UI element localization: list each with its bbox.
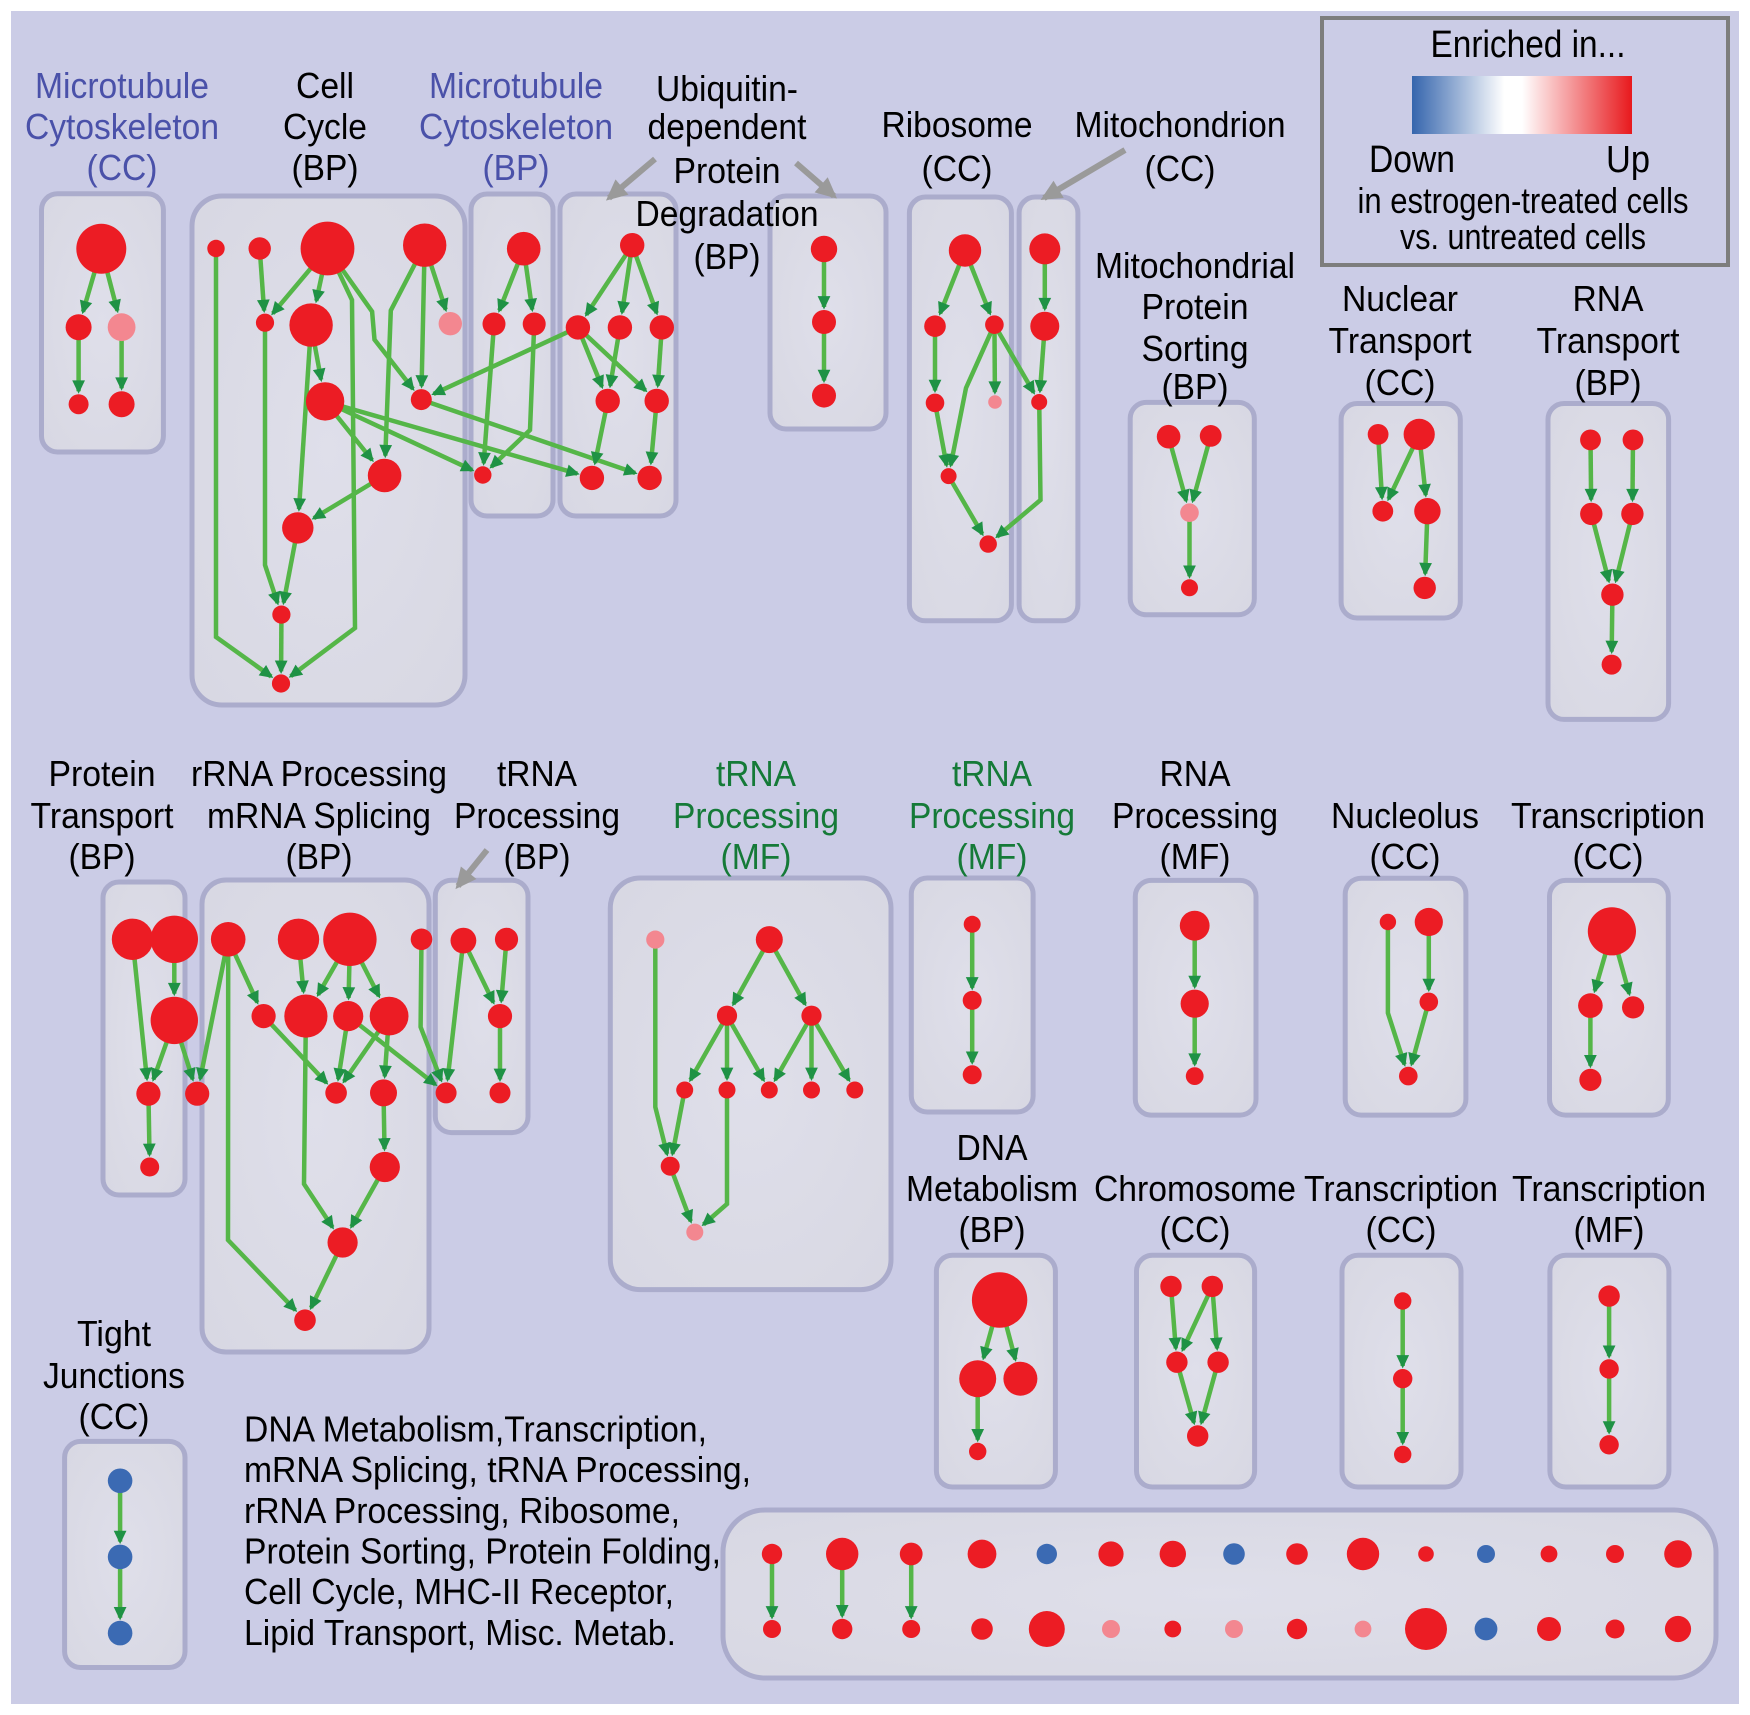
svg-text:(CC): (CC) xyxy=(1365,362,1436,403)
svg-text:(CC): (CC) xyxy=(79,1396,150,1437)
svg-text:Protein: Protein xyxy=(1142,286,1249,327)
svg-text:(BP): (BP) xyxy=(959,1209,1026,1250)
svg-text:Lipid Transport, Misc. Metab.: Lipid Transport, Misc. Metab. xyxy=(244,1612,676,1653)
svg-text:Ubiquitin-: Ubiquitin- xyxy=(656,68,798,109)
svg-text:DNA Metabolism,Transcription,: DNA Metabolism,Transcription, xyxy=(244,1408,707,1449)
svg-text:(BP): (BP) xyxy=(69,836,136,877)
svg-text:Tight: Tight xyxy=(77,1313,151,1354)
svg-text:(BP): (BP) xyxy=(694,236,761,277)
svg-text:Up: Up xyxy=(1606,139,1650,181)
svg-text:Nuclear: Nuclear xyxy=(1342,278,1458,319)
svg-text:Processing: Processing xyxy=(1112,795,1278,836)
svg-text:(MF): (MF) xyxy=(1160,836,1231,877)
svg-text:mRNA Splicing, tRNA Processing: mRNA Splicing, tRNA Processing, xyxy=(244,1449,751,1490)
svg-text:Cycle: Cycle xyxy=(283,106,367,147)
svg-text:Processing: Processing xyxy=(909,795,1075,836)
svg-text:Cytoskeleton: Cytoskeleton xyxy=(25,106,219,147)
svg-text:Protein: Protein xyxy=(674,150,781,191)
svg-text:in estrogen-treated cells: in estrogen-treated cells xyxy=(1358,180,1689,221)
svg-text:Cell: Cell xyxy=(296,65,354,106)
svg-text:Enriched in...: Enriched in... xyxy=(1431,24,1626,66)
svg-text:RNA: RNA xyxy=(1573,278,1644,319)
svg-text:Metabolism: Metabolism xyxy=(906,1168,1078,1209)
svg-text:tRNA: tRNA xyxy=(716,753,796,794)
svg-text:Nucleolus: Nucleolus xyxy=(1331,795,1479,836)
svg-text:Transcription: Transcription xyxy=(1512,1168,1706,1209)
svg-text:Transport: Transport xyxy=(1537,320,1680,361)
svg-text:Transport: Transport xyxy=(31,795,174,836)
svg-text:Junctions: Junctions xyxy=(43,1355,185,1396)
svg-text:Processing: Processing xyxy=(673,795,839,836)
svg-text:(BP): (BP) xyxy=(286,836,353,877)
svg-text:(MF): (MF) xyxy=(957,836,1028,877)
svg-text:(MF): (MF) xyxy=(1574,1209,1645,1250)
svg-text:(CC): (CC) xyxy=(1573,836,1644,877)
svg-text:Microtubule: Microtubule xyxy=(35,65,209,106)
svg-text:(BP): (BP) xyxy=(1162,366,1229,407)
svg-text:(MF): (MF) xyxy=(721,836,792,877)
svg-text:mRNA Splicing: mRNA Splicing xyxy=(207,795,431,836)
svg-text:(BP): (BP) xyxy=(483,147,550,188)
svg-text:Transcription: Transcription xyxy=(1511,795,1705,836)
svg-text:(CC): (CC) xyxy=(922,148,993,189)
svg-text:(CC): (CC) xyxy=(1160,1209,1231,1250)
svg-text:Ribosome: Ribosome xyxy=(882,104,1033,145)
svg-text:vs. untreated cells: vs. untreated cells xyxy=(1400,216,1646,257)
svg-text:tRNA: tRNA xyxy=(952,753,1032,794)
svg-text:rRNA Processing: rRNA Processing xyxy=(191,753,447,794)
svg-text:Mitochondrion: Mitochondrion xyxy=(1075,104,1286,145)
svg-text:Down: Down xyxy=(1369,139,1455,181)
svg-text:tRNA: tRNA xyxy=(497,753,577,794)
svg-text:Cytoskeleton: Cytoskeleton xyxy=(419,106,613,147)
svg-text:Processing: Processing xyxy=(454,795,620,836)
svg-text:RNA: RNA xyxy=(1160,753,1231,794)
svg-text:(BP): (BP) xyxy=(292,147,359,188)
svg-text:(CC): (CC) xyxy=(1370,836,1441,877)
svg-text:Cell Cycle, MHC-II Receptor,: Cell Cycle, MHC-II Receptor, xyxy=(244,1571,674,1612)
svg-text:dependent: dependent xyxy=(648,106,807,147)
svg-text:rRNA Processing, Ribosome,: rRNA Processing, Ribosome, xyxy=(244,1490,680,1531)
svg-text:DNA: DNA xyxy=(957,1127,1028,1168)
svg-text:Sorting: Sorting xyxy=(1142,328,1249,369)
svg-text:(CC): (CC) xyxy=(1366,1209,1437,1250)
svg-text:(BP): (BP) xyxy=(1575,362,1642,403)
svg-text:Chromosome: Chromosome xyxy=(1094,1168,1296,1209)
svg-text:Transcription: Transcription xyxy=(1304,1168,1498,1209)
svg-text:(CC): (CC) xyxy=(87,147,158,188)
svg-text:Mitochondrial: Mitochondrial xyxy=(1095,245,1295,286)
svg-text:Transport: Transport xyxy=(1329,320,1472,361)
svg-text:Degradation: Degradation xyxy=(636,193,819,234)
svg-text:Microtubule: Microtubule xyxy=(429,65,603,106)
svg-text:(CC): (CC) xyxy=(1145,148,1216,189)
svg-text:(BP): (BP) xyxy=(504,836,571,877)
svg-text:Protein: Protein xyxy=(49,753,156,794)
svg-text:Protein Sorting, Protein Foldi: Protein Sorting, Protein Folding, xyxy=(244,1531,721,1572)
